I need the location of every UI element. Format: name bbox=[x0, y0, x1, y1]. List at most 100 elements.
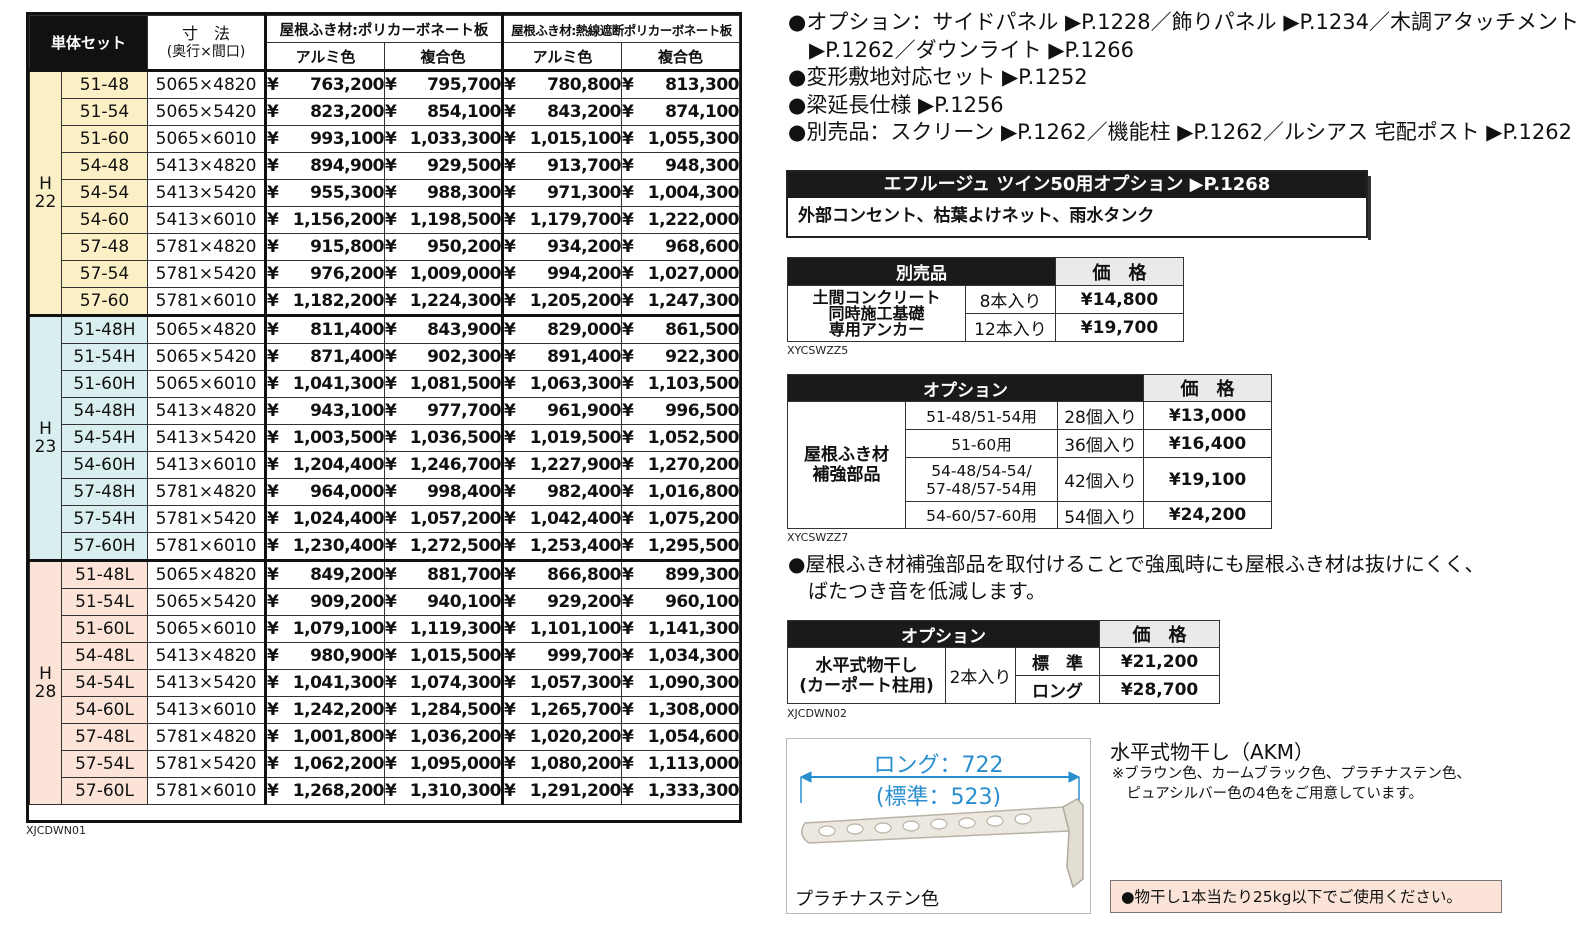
price-value: 1,036,500 bbox=[409, 428, 502, 448]
dimension-value: 5413×4820 bbox=[147, 642, 267, 670]
price-value: 1,224,300 bbox=[409, 291, 502, 311]
table-row: 57-54H 5781×5420 ¥1,024,400 ¥1,057,200 ¥1,04… bbox=[30, 505, 741, 533]
dimension-value: 5781×6010 bbox=[147, 287, 267, 316]
price-cell: ¥1,156,200 bbox=[264, 206, 386, 234]
price-cell: ¥1,016,800 bbox=[621, 478, 741, 506]
price-value: 1,291,200 bbox=[529, 781, 622, 801]
price-cell: ¥1,004,300 bbox=[621, 179, 741, 207]
yen-sign: ¥ bbox=[622, 183, 634, 203]
dryer-info-note-line1: ※ブラウン色、カームブラック色、プラチナステン色、 bbox=[1112, 766, 1471, 782]
yen-sign: ¥ bbox=[267, 727, 279, 747]
price-value: 980,900 bbox=[310, 646, 385, 666]
model-code: 54-60 bbox=[60, 206, 149, 234]
price-cell: ¥1,015,500 bbox=[384, 642, 504, 670]
twin-option-body: 外部コンセント、枯葉よけネット、雨水タンク bbox=[798, 206, 1155, 226]
price-cell: ¥854,100 bbox=[384, 98, 504, 126]
price-cell: ¥994,200 bbox=[501, 260, 623, 288]
yen-sign: ¥ bbox=[622, 264, 634, 284]
price-cell: ¥843,200 bbox=[501, 98, 623, 126]
table-row: 51-54H 5065×5420 ¥871,400 ¥902,300 ¥891,400 ¥… bbox=[30, 343, 741, 371]
yen-sign: ¥ bbox=[385, 210, 397, 230]
yen-sign: ¥ bbox=[504, 210, 516, 230]
price-value: 1,080,200 bbox=[529, 754, 622, 774]
reinforce-qty-2: 36個入り bbox=[1056, 429, 1145, 458]
price-value: 1,156,200 bbox=[292, 210, 385, 230]
price-value: 988,300 bbox=[427, 183, 502, 203]
yen-sign: ¥ bbox=[385, 401, 397, 421]
price-cell: ¥976,200 bbox=[264, 260, 386, 288]
price-value: 1,052,500 bbox=[647, 428, 740, 448]
price-value: 1,101,100 bbox=[529, 619, 622, 639]
yen-sign: ¥ bbox=[622, 129, 634, 149]
yen-sign: ¥ bbox=[267, 237, 279, 257]
price-value: 1,003,500 bbox=[292, 428, 385, 448]
price-cell: ¥1,295,500 bbox=[621, 532, 741, 561]
table-row: 54-60 5413×6010 ¥1,156,200 ¥1,198,500 ¥1,179… bbox=[30, 206, 741, 234]
price-value: 1,230,400 bbox=[292, 536, 385, 556]
price-cell: ¥1,075,200 bbox=[621, 505, 741, 533]
yen-sign: ¥ bbox=[385, 565, 397, 585]
dryer-info-note-line2: ピュアシルバー色の4色をご用意しています。 bbox=[1112, 786, 1423, 802]
yen-sign: ¥ bbox=[504, 237, 516, 257]
table-row: 57-48L 5781×4820 ¥1,001,800 ¥1,036,200 ¥1,02… bbox=[30, 723, 741, 751]
reinforce-note-line1: ●屋根ふき材補強部品を取付けることで強風時にも屋根ふき材は抜けにくく、 bbox=[788, 552, 1485, 576]
model-code: 51-48 bbox=[60, 69, 149, 99]
anchor-code: XYCSWZZ5 bbox=[787, 344, 849, 357]
options-line-3: ●変形敷地対応セット ▶P.1252 bbox=[788, 65, 1088, 89]
price-cell: ¥1,074,300 bbox=[384, 669, 504, 697]
anchor-header-item: 別売品 bbox=[787, 257, 1056, 286]
yen-sign: ¥ bbox=[385, 291, 397, 311]
price-cell: ¥1,036,500 bbox=[384, 424, 504, 452]
reinforce-header-price: 価 格 bbox=[1143, 374, 1273, 402]
yen-sign: ¥ bbox=[504, 102, 516, 122]
price-value: 1,270,200 bbox=[647, 455, 740, 475]
dimension-value: 5413×6010 bbox=[147, 451, 267, 479]
hanger-arm bbox=[801, 798, 1084, 889]
anchor-price-2: ¥19,700 bbox=[1055, 313, 1184, 342]
options-line-2: ▶P.1262／ダウンライト ▶P.1266 bbox=[788, 37, 1134, 62]
price-cell: ¥1,095,000 bbox=[384, 750, 504, 778]
price-cell: ¥993,100 bbox=[264, 125, 386, 153]
yen-sign: ¥ bbox=[267, 482, 279, 502]
anchor-name-line3: 専用アンカー bbox=[828, 319, 925, 339]
model-code: 54-54H bbox=[60, 424, 149, 452]
model-code: 54-48 bbox=[60, 152, 149, 180]
price-value: 996,500 bbox=[665, 401, 740, 421]
price-value: 874,100 bbox=[665, 102, 740, 122]
price-value: 1,009,000 bbox=[409, 264, 502, 284]
price-value: 940,100 bbox=[427, 592, 502, 612]
col-header-alu-1: アルミ色 bbox=[264, 42, 386, 71]
dryer-std-label: (標準：523) bbox=[875, 785, 1002, 810]
yen-sign: ¥ bbox=[622, 428, 634, 448]
price-value: 1,020,200 bbox=[529, 727, 622, 747]
reinforce-code: XYCSWZZ7 bbox=[787, 531, 849, 544]
yen-sign: ¥ bbox=[267, 509, 279, 529]
price-cell: ¥881,700 bbox=[384, 559, 504, 589]
yen-sign: ¥ bbox=[504, 320, 516, 340]
price-cell: ¥1,055,300 bbox=[621, 125, 741, 153]
height-group-number: 28 bbox=[34, 682, 57, 702]
price-value: 763,200 bbox=[310, 75, 385, 95]
yen-sign: ¥ bbox=[267, 320, 279, 340]
dryer-info-title: 水平式物干し（AKM） bbox=[1110, 740, 1315, 764]
price-cell: ¥763,200 bbox=[264, 69, 386, 99]
price-value: 854,100 bbox=[427, 102, 502, 122]
price-cell: ¥902,300 bbox=[384, 343, 504, 371]
price-cell: ¥861,500 bbox=[621, 314, 741, 344]
yen-sign: ¥ bbox=[504, 482, 516, 502]
reinforce-model-3: 54-48/54-54/ 57-48/57-54用 bbox=[905, 457, 1058, 502]
dryer-color-caption: プラチナステン色 bbox=[795, 889, 939, 910]
price-value: 861,500 bbox=[665, 320, 740, 340]
price-value: 780,800 bbox=[547, 75, 622, 95]
price-value: 1,310,300 bbox=[409, 781, 502, 801]
dimension-value: 5413×5420 bbox=[147, 424, 267, 452]
price-value: 929,500 bbox=[427, 156, 502, 176]
price-value: 1,103,500 bbox=[647, 374, 740, 394]
price-value: 934,200 bbox=[547, 237, 622, 257]
price-cell: ¥929,500 bbox=[384, 152, 504, 180]
yen-sign: ¥ bbox=[504, 509, 516, 529]
yen-sign: ¥ bbox=[267, 536, 279, 556]
price-cell: ¥1,057,200 bbox=[384, 505, 504, 533]
price-value: 961,900 bbox=[547, 401, 622, 421]
price-value: 1,041,300 bbox=[292, 374, 385, 394]
